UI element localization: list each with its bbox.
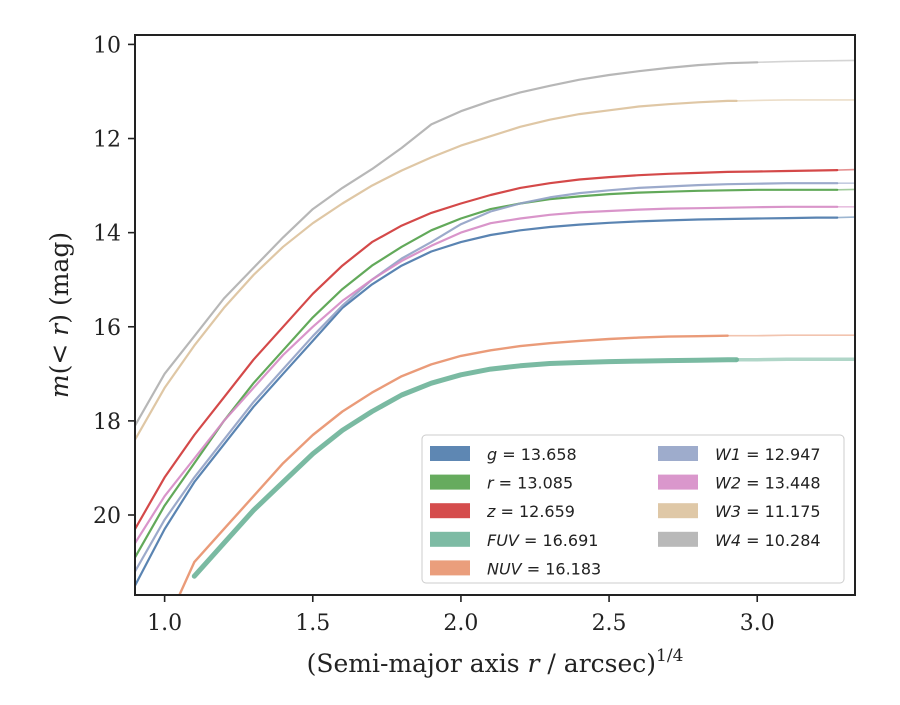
legend-swatch-nuv <box>430 560 470 575</box>
y-tick-label: 18 <box>93 410 121 435</box>
legend-label-w3: W3 = 11.175 <box>715 502 821 521</box>
legend-swatch-fuv <box>430 532 470 547</box>
legend-swatch-r <box>430 475 470 490</box>
legend-swatch-w1 <box>658 446 698 461</box>
legend-label-r: r = 13.085 <box>487 474 573 493</box>
legend-swatch-w3 <box>658 503 698 518</box>
x-tick-label: 1.5 <box>295 611 330 636</box>
legend-label-fuv: FUV = 16.691 <box>487 531 598 550</box>
legend-label-w1: W1 = 12.947 <box>715 445 821 464</box>
series-w4-line <box>135 62 757 425</box>
series-w3-line <box>135 101 737 440</box>
y-tick-label: 10 <box>93 33 121 58</box>
legend-swatch-z <box>430 503 470 518</box>
x-axis-label: (Semi-major axis r / arcsec)1/4 <box>307 646 684 678</box>
series-w3-extension <box>737 100 856 101</box>
legend-swatch-w4 <box>658 532 698 547</box>
series-fuv-extension <box>737 359 856 360</box>
series-nuv-extension <box>728 335 855 336</box>
series-g-extension <box>837 217 855 218</box>
y-axis: 10 12 14 16 18 20 <box>93 33 135 529</box>
series-w4-extension <box>757 60 855 62</box>
x-tick-label: 3.0 <box>740 611 775 636</box>
series-z-extension <box>837 170 855 171</box>
x-tick-label: 2.5 <box>592 611 627 636</box>
legend-swatch-g <box>430 446 470 461</box>
x-axis: 1.0 1.5 2.0 2.5 3.0 <box>147 595 775 636</box>
legend-label-nuv: NUV = 16.183 <box>487 559 601 578</box>
y-tick-label: 12 <box>93 128 121 153</box>
legend-label-g: g = 13.658 <box>487 445 577 464</box>
y-tick-label: 20 <box>93 504 121 529</box>
legend-label-w4: W4 = 10.284 <box>715 531 821 550</box>
legend-swatch-w2 <box>658 475 698 490</box>
y-tick-label: 16 <box>93 316 121 341</box>
legend-label-z: z = 12.659 <box>486 502 575 521</box>
x-tick-label: 1.0 <box>147 611 182 636</box>
y-axis-label: m(< r) (mag) <box>45 232 74 398</box>
y-tick-label: 14 <box>93 222 121 247</box>
legend: g = 13.658 r = 13.085 z = 12.659 FUV = 16.6… <box>422 435 844 583</box>
legend-label-w2: W2 = 13.448 <box>715 474 821 493</box>
x-tick-label: 2.0 <box>443 611 478 636</box>
